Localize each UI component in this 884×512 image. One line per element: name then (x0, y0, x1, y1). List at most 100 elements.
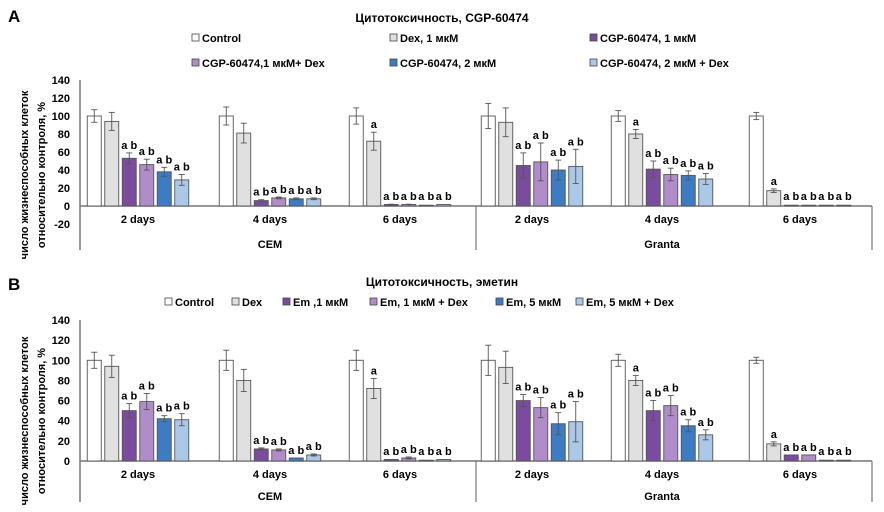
significance-label: a b (680, 158, 696, 170)
significance-label: a b (515, 382, 531, 394)
significance-label: a b (174, 162, 190, 174)
bar (121, 410, 137, 462)
bar (628, 379, 644, 462)
significance-label: a b (698, 417, 714, 429)
significance-label: a b (533, 385, 549, 397)
group-label: CEM (258, 491, 282, 503)
bar (436, 459, 452, 462)
significance-label: a b (436, 191, 452, 203)
bar (156, 418, 172, 462)
bar (748, 359, 764, 462)
significance-label: a b (783, 442, 799, 454)
significance-label: a b (121, 391, 137, 403)
significance-label: a b (698, 161, 714, 173)
legend-swatch (191, 33, 200, 42)
bar (766, 443, 782, 462)
y-tick-label: 40 (58, 165, 70, 177)
legend-label: CGP-60474, 1 мкМ (600, 33, 696, 45)
y-axis-label: относительно контроля, % (36, 348, 48, 494)
bar (86, 359, 102, 462)
legend-swatch (231, 297, 240, 306)
chart-title: Цитотоксичность, эметин (366, 275, 518, 289)
bar (610, 359, 626, 462)
bar (121, 157, 137, 207)
legend-label: Em, 5 мкМ + Dex (586, 297, 675, 309)
significance-label: a b (156, 154, 172, 166)
significance-label: a b (550, 147, 566, 159)
bar (801, 454, 817, 462)
significance-label: a (371, 119, 378, 131)
significance-label: a b (801, 442, 817, 454)
y-tick-label: 120 (52, 335, 70, 347)
bar (818, 204, 834, 207)
significance-label: a b (818, 446, 834, 458)
bar (218, 115, 234, 207)
significance-label: a b (401, 444, 417, 456)
significance-label: a b (306, 185, 322, 197)
significance-label: a b (306, 441, 322, 453)
significance-label: a b (645, 148, 661, 160)
legend-swatch (495, 297, 504, 306)
x-tick-label: 4 days (253, 469, 287, 481)
y-tick-label: 120 (52, 93, 70, 105)
significance-label: a b (174, 401, 190, 413)
bar (288, 457, 304, 462)
significance-label: a b (253, 435, 269, 447)
legend-swatch (389, 33, 398, 42)
bar (236, 132, 252, 207)
panel-letter: B (8, 275, 20, 294)
y-axis-label: число жизнеспособных клеток (19, 90, 31, 259)
legend-label: CGP-60474, 2 мкМ (400, 58, 496, 70)
y-tick-label: 60 (58, 147, 70, 159)
x-tick-label: 6 days (383, 214, 417, 226)
bar (253, 448, 269, 462)
y-tick-label: 100 (52, 355, 70, 367)
significance-label: a (771, 176, 778, 188)
x-tick-label: 2 days (121, 469, 155, 481)
x-tick-label: 6 days (783, 469, 817, 481)
x-tick-label: 4 days (645, 214, 679, 226)
legend-label: Dex (242, 297, 263, 309)
group-label: Granta (644, 491, 680, 503)
significance-label: a b (383, 191, 399, 203)
significance-label: a b (418, 191, 434, 203)
bar (783, 454, 799, 462)
bar (801, 204, 817, 207)
significance-label: a b (121, 140, 137, 152)
bar (236, 379, 252, 462)
significance-label: a b (836, 446, 852, 458)
bar (436, 204, 452, 207)
x-tick-label: 4 days (645, 469, 679, 481)
significance-label: a b (288, 185, 304, 197)
legend-swatch (164, 297, 173, 306)
significance-label: a b (836, 191, 852, 203)
y-tick-label: 40 (58, 416, 70, 428)
x-tick-label: 2 days (515, 469, 549, 481)
bar (818, 459, 834, 462)
significance-label: a b (288, 445, 304, 457)
y-tick-label: 20 (58, 436, 70, 448)
y-tick-label: 80 (58, 129, 70, 141)
x-tick-label: 6 days (383, 469, 417, 481)
significance-label: a b (783, 191, 799, 203)
bar (348, 115, 364, 207)
significance-label: a b (680, 407, 696, 419)
y-tick-label: 60 (58, 396, 70, 408)
legend-swatch (282, 297, 291, 306)
legend: Control Dex Em ,1 мкМ Em, 1 мкМ + Dex Em, 5 … (164, 297, 675, 309)
bar (610, 115, 626, 207)
bar (418, 459, 434, 462)
bar (271, 449, 287, 462)
y-tick-label: 140 (52, 315, 70, 327)
bar (783, 204, 799, 207)
x-tick-label: 2 days (121, 214, 155, 226)
y-tick-label: -20 (54, 219, 70, 231)
y-tick-label: 80 (58, 375, 70, 387)
bar (383, 459, 399, 462)
legend-swatch (191, 58, 200, 67)
x-tick-label: 2 days (515, 214, 549, 226)
y-tick-label: 140 (52, 75, 70, 87)
bar (766, 190, 782, 207)
legend-swatch (389, 58, 398, 67)
